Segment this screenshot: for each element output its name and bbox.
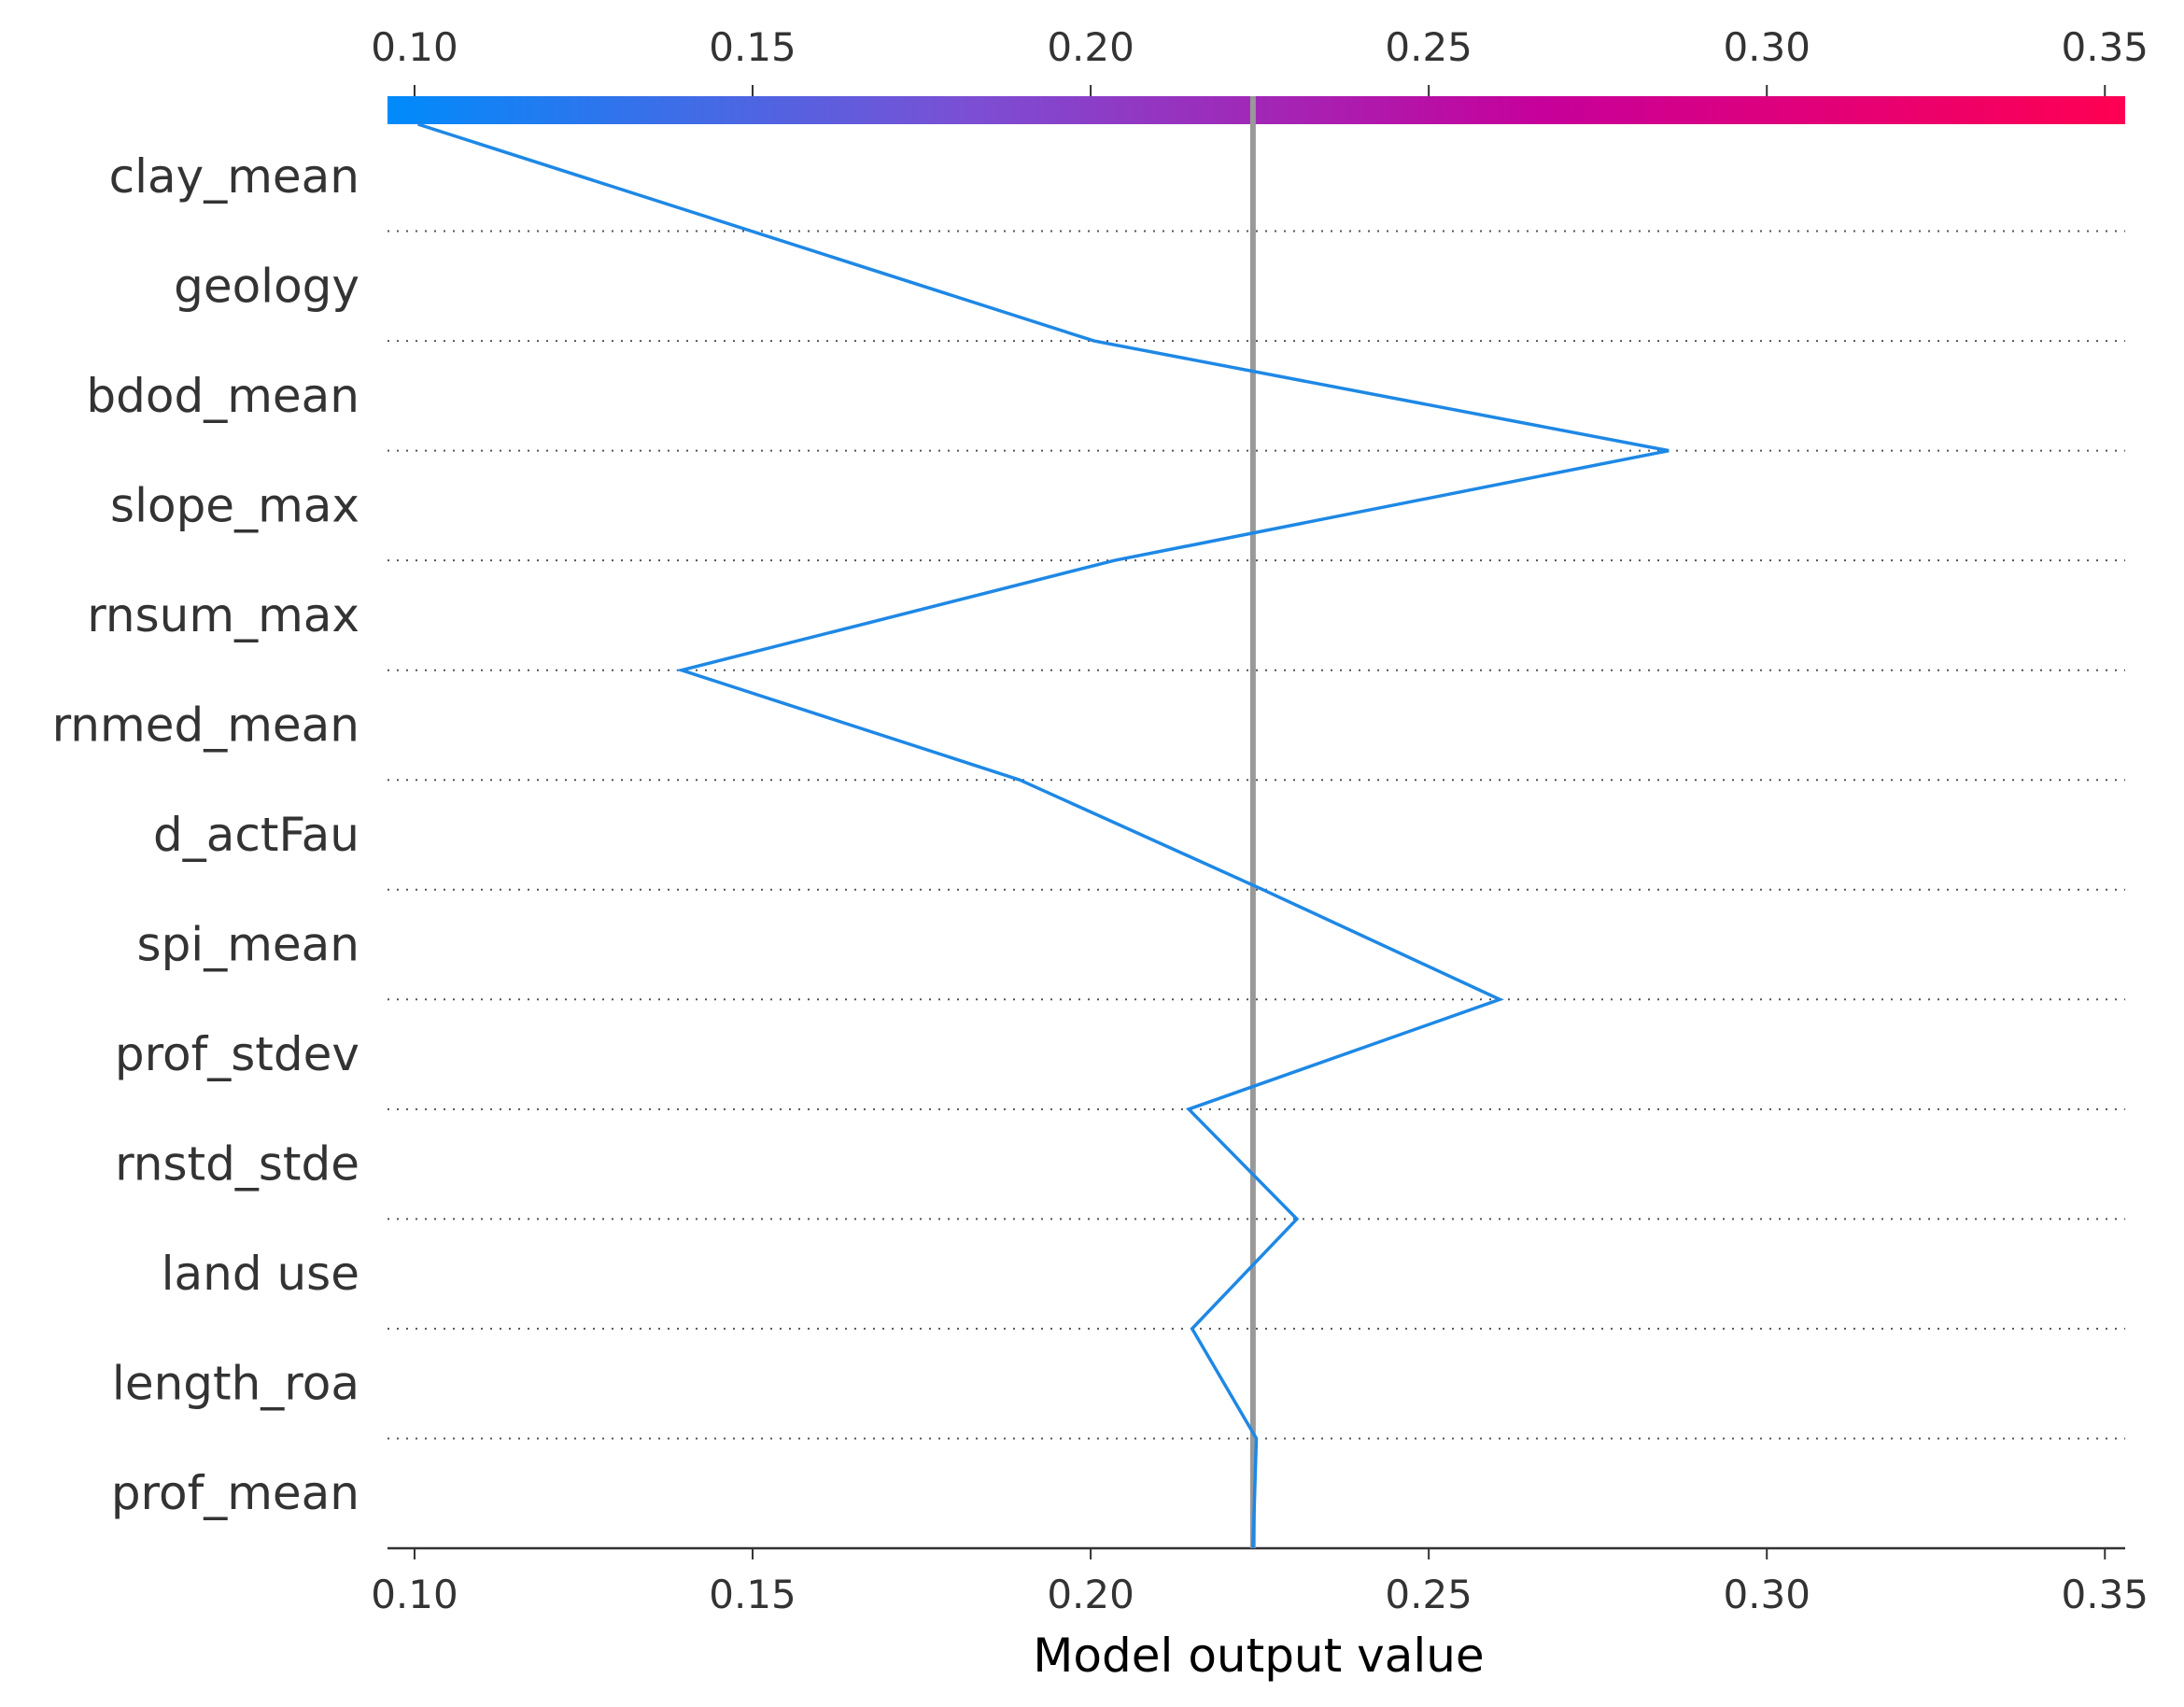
bottom-tick-label: 0.20: [1047, 1572, 1134, 1617]
bottom-tick-label: 0.15: [709, 1572, 796, 1617]
bottom-tick-label: 0.35: [2062, 1572, 2149, 1617]
feature-label: geology: [174, 259, 359, 313]
top-tick-label: 0.10: [371, 24, 458, 70]
x-axis-title: Model output value: [1033, 1629, 1484, 1683]
data-layer: [417, 96, 1670, 1549]
feature-label: rnstd_stde: [115, 1137, 359, 1192]
bottom-tick-label: 0.30: [1723, 1572, 1811, 1617]
top-tick-label: 0.15: [709, 24, 796, 70]
grid-lines: [387, 230, 2125, 1440]
feature-label: spi_mean: [137, 918, 359, 972]
feature-label: rnsum_max: [87, 588, 359, 642]
decision-path-line: [417, 122, 1670, 1549]
feature-label: rnmed_mean: [52, 698, 359, 752]
feature-label: bdod_mean: [86, 369, 359, 423]
top-tick-label: 0.25: [1385, 24, 1472, 70]
feature-label: d_actFau: [153, 808, 359, 862]
feature-label: length_roa: [112, 1357, 359, 1411]
bottom-tick-label: 0.25: [1385, 1572, 1472, 1617]
bottom-tick-label: 0.10: [371, 1572, 458, 1617]
top-tick-label: 0.30: [1723, 24, 1811, 70]
feature-label: clay_mean: [109, 149, 359, 204]
feature-label: prof_stdev: [115, 1027, 359, 1081]
colorbar: [387, 96, 2125, 124]
feature-label: prof_mean: [111, 1466, 359, 1520]
feature-label: land use: [162, 1247, 359, 1301]
top-tick-label: 0.35: [2062, 24, 2149, 70]
colorbar-gradient: [387, 96, 2125, 124]
top-tick-label: 0.20: [1047, 24, 1134, 70]
x-axis: 0.10 0.10 0.15 0.15 0.20 0.20 0.25 0.25 0.30 0.30…: [371, 24, 2149, 1683]
feature-label: slope_max: [110, 478, 359, 532]
